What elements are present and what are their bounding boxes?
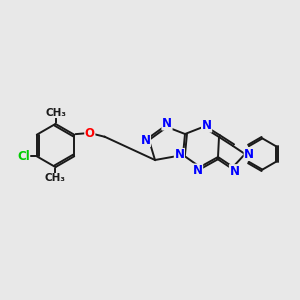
Text: N: N xyxy=(202,119,212,132)
Text: N: N xyxy=(174,148,184,161)
Text: N: N xyxy=(244,148,254,160)
Text: N: N xyxy=(230,165,239,178)
Text: N: N xyxy=(193,164,202,177)
Text: N: N xyxy=(140,134,150,146)
Text: CH₃: CH₃ xyxy=(45,173,66,184)
Text: N: N xyxy=(162,117,172,130)
Text: Cl: Cl xyxy=(17,150,30,163)
Text: CH₃: CH₃ xyxy=(45,107,66,118)
Text: O: O xyxy=(85,127,95,140)
